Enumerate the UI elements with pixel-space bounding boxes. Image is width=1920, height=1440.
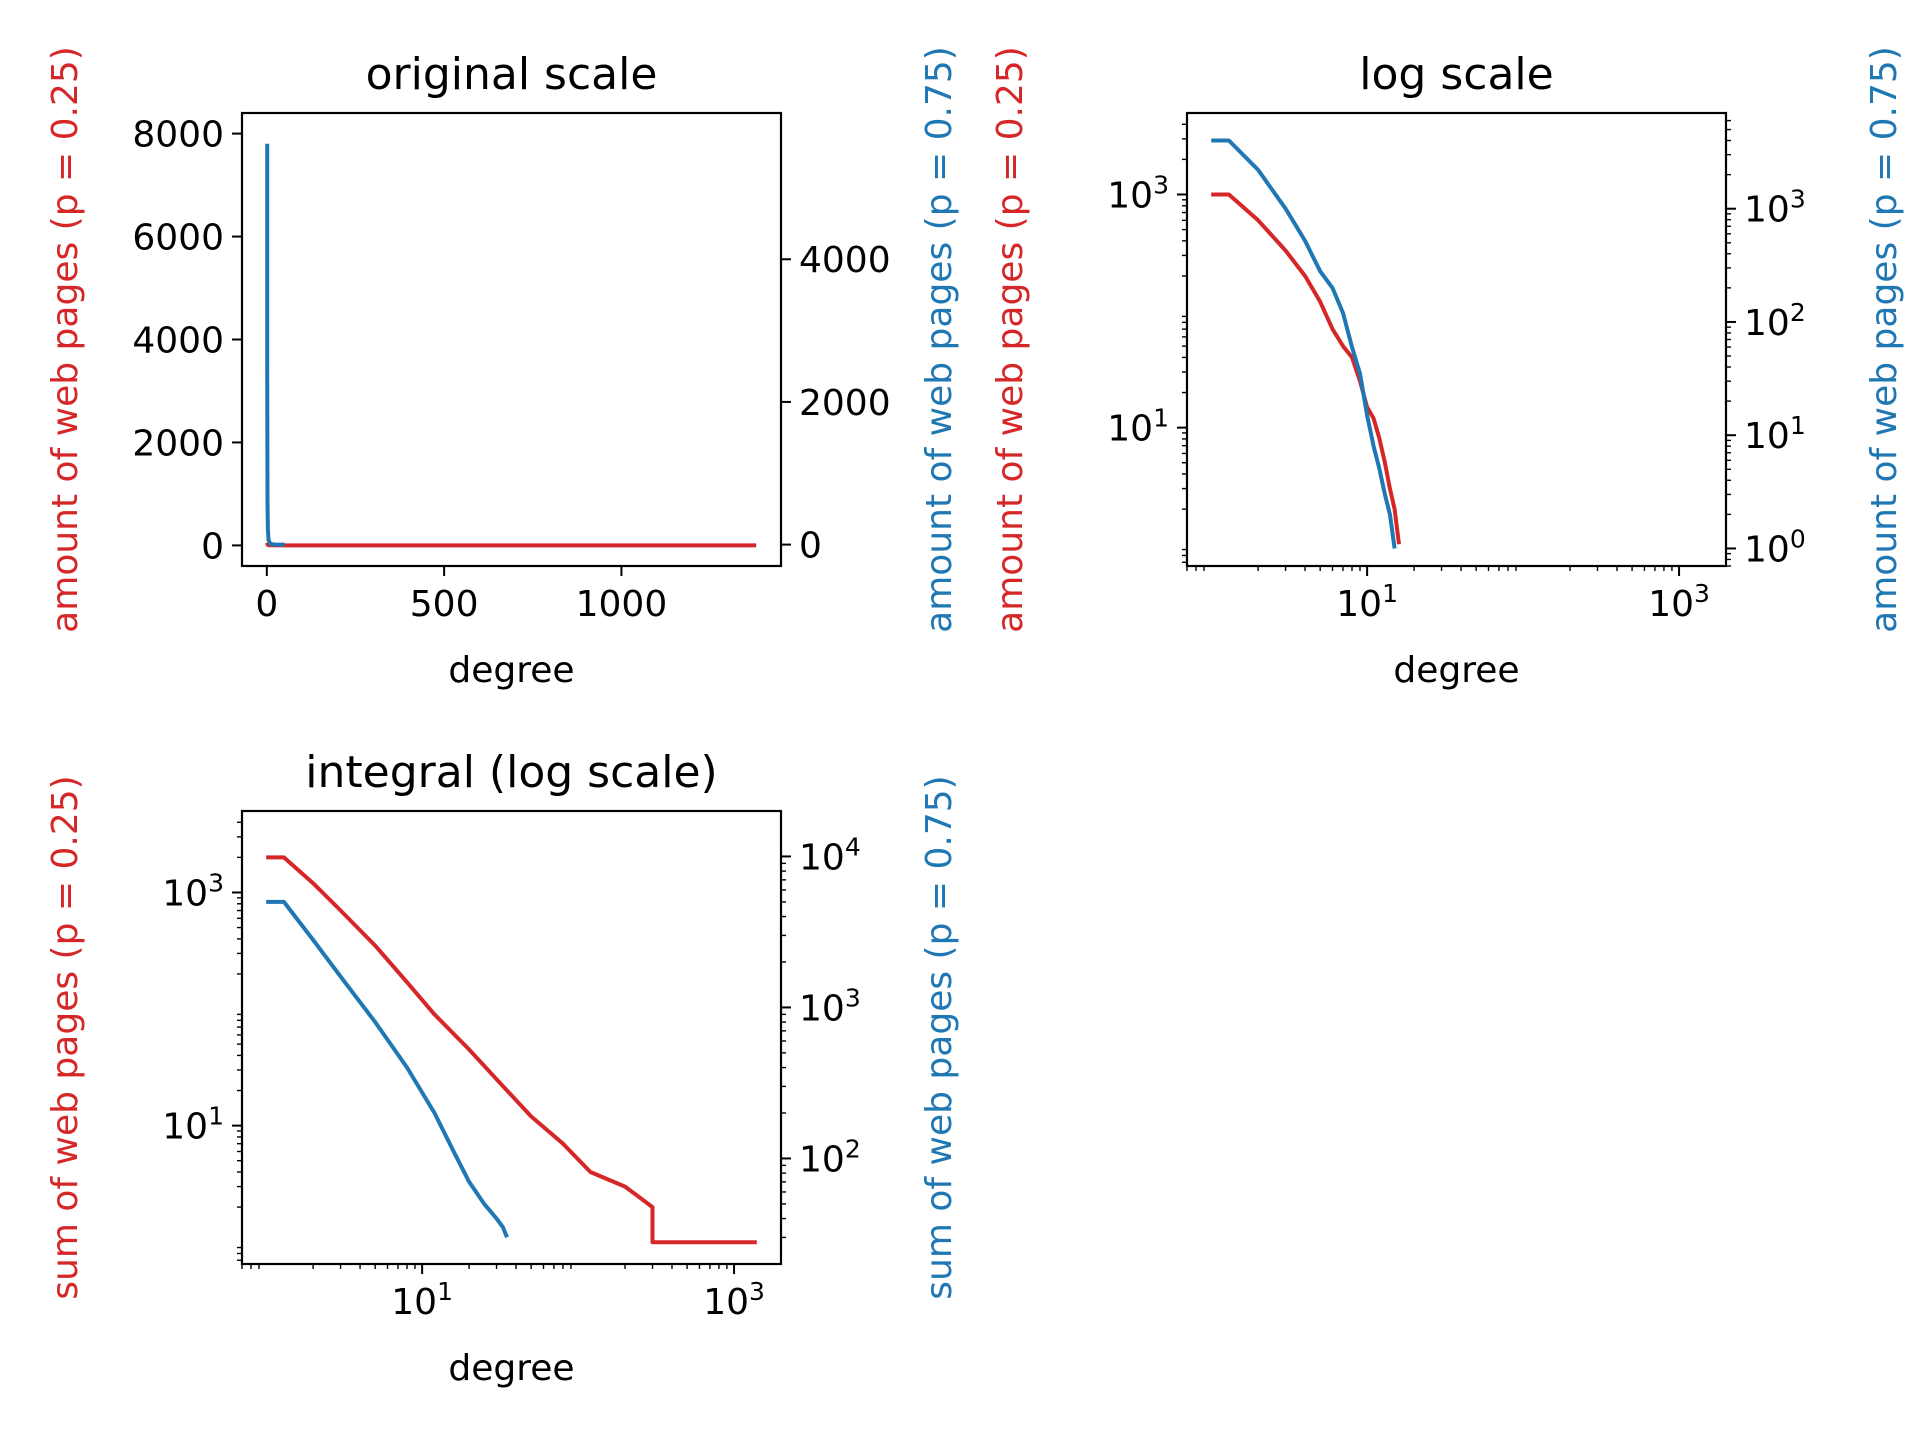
chart-log: 101 103 101 103 100 101 102 103 log scale degree a… [990, 46, 1905, 691]
x-axis-label: degree [448, 650, 574, 691]
series-line-blue-right [1211, 138, 1397, 549]
x-tick-label: 0 [255, 584, 278, 625]
series-line-red-left [265, 542, 757, 548]
y-right-axis-label: amount of web pages (p = 0.75) [919, 46, 960, 633]
y-left-axis-label: amount of web pages (p = 0.25) [990, 46, 1031, 633]
y-left-tick-label: 6000 [132, 218, 224, 259]
y-right-tick-label: 102 [1744, 298, 1806, 344]
x-tick-label: 1000 [576, 584, 668, 625]
y-right-tick-label: 104 [799, 832, 861, 878]
series-line-red-left [1211, 192, 1401, 545]
series-line-blue-right [265, 143, 285, 547]
y-left-tick-label: 8000 [132, 115, 224, 156]
y-right-tick-label: 102 [799, 1134, 861, 1180]
y-right-axis-label: amount of web pages (p = 0.75) [1864, 46, 1905, 633]
y-right-tick-label: 2000 [799, 383, 891, 424]
y-right-tick-label: 103 [1744, 185, 1806, 231]
series-line-red-left [266, 855, 757, 1245]
y-left-tick-label: 101 [1107, 404, 1169, 450]
y-left-tick-label: 103 [1107, 170, 1169, 216]
x-axis-label: degree [448, 1348, 574, 1389]
chart-integral: 101 103 101 103 102 103 104 integral (log scale… [45, 747, 960, 1389]
y-right-tick-label: 100 [1744, 524, 1806, 570]
y-left-tick-label: 4000 [132, 321, 224, 362]
chart-title: original scale [366, 49, 658, 100]
series-line-blue-right [266, 899, 509, 1239]
y-left-tick-label: 0 [201, 526, 224, 567]
y-left-tick-label: 2000 [132, 423, 224, 464]
y-left-tick-label: 101 [162, 1102, 224, 1148]
x-axis-label: degree [1393, 650, 1519, 691]
y-left-tick-label: 103 [162, 868, 224, 914]
x-tick-label: 103 [703, 1277, 765, 1323]
y-right-tick-label: 101 [1744, 411, 1806, 457]
chart-original: 0 500 1000 0 2000 4000 6000 8000 0 2000 4000 origin… [45, 46, 960, 691]
x-tick-label: 103 [1648, 579, 1710, 625]
chart-title: integral (log scale) [305, 747, 717, 798]
y-right-tick-label: 4000 [799, 240, 891, 281]
x-tick-label: 500 [410, 584, 479, 625]
plot-frame [240, 809, 783, 1266]
plot-frame [240, 111, 783, 568]
y-right-tick-label: 0 [799, 526, 822, 567]
y-right-tick-label: 103 [799, 983, 861, 1029]
x-tick-label: 101 [1336, 579, 1398, 625]
y-left-axis-label: amount of web pages (p = 0.25) [45, 46, 86, 633]
x-tick-label: 101 [391, 1277, 453, 1323]
y-left-axis-label: sum of web pages (p = 0.25) [45, 775, 86, 1299]
chart-title: log scale [1359, 49, 1553, 100]
y-right-axis-label: sum of web pages (p = 0.75) [919, 775, 960, 1299]
